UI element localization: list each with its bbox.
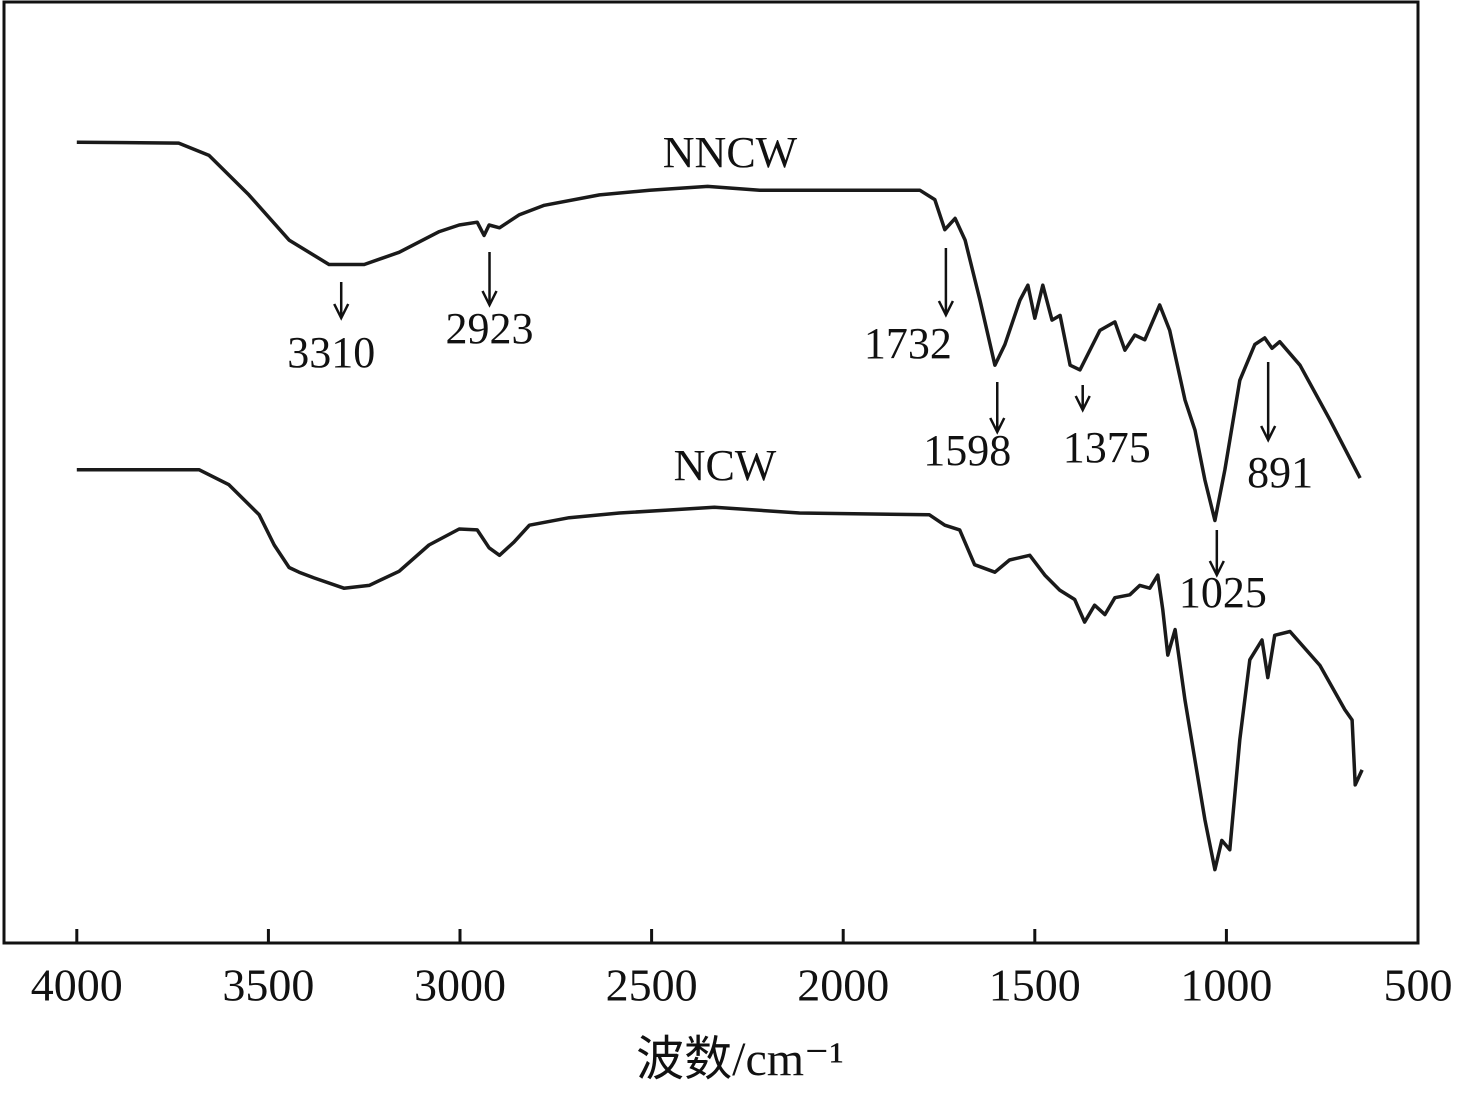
peak-arrow-head	[1260, 425, 1277, 443]
peak-arrow-head	[989, 417, 1006, 435]
x-tick-label: 3500	[222, 960, 314, 1011]
peak-label: 3310	[287, 328, 375, 377]
peak-label: 1732	[864, 319, 952, 368]
peak-arrow-head	[1074, 395, 1091, 413]
peak-label: 1375	[1063, 423, 1151, 472]
x-tick-label: 4000	[31, 960, 123, 1011]
x-tick-label: 2000	[797, 960, 889, 1011]
x-tick-label: 3000	[414, 960, 506, 1011]
peak-arrow-head	[937, 300, 955, 318]
peak-arrow-head	[1208, 560, 1225, 578]
peak-arrow-head	[333, 303, 350, 321]
peak-arrow-head	[481, 290, 498, 308]
peak-label: 1598	[923, 426, 1011, 475]
peak-label: 2923	[446, 304, 534, 353]
x-tick-label: 1500	[989, 960, 1081, 1011]
x-axis-title: 波数/cm⁻¹	[636, 1033, 844, 1086]
x-tick-label: 1000	[1180, 960, 1272, 1011]
spectrum-line	[76, 140, 1362, 523]
plot-frame	[2, 0, 1420, 945]
spectrum-line	[76, 467, 1364, 872]
x-tick-label: 500	[1384, 960, 1453, 1011]
series-label: NCW	[674, 441, 777, 490]
peak-label: 891	[1247, 448, 1313, 497]
peak-label: 1025	[1179, 568, 1267, 617]
series-label: NNCW	[663, 128, 798, 177]
x-tick-label: 2500	[606, 960, 698, 1011]
